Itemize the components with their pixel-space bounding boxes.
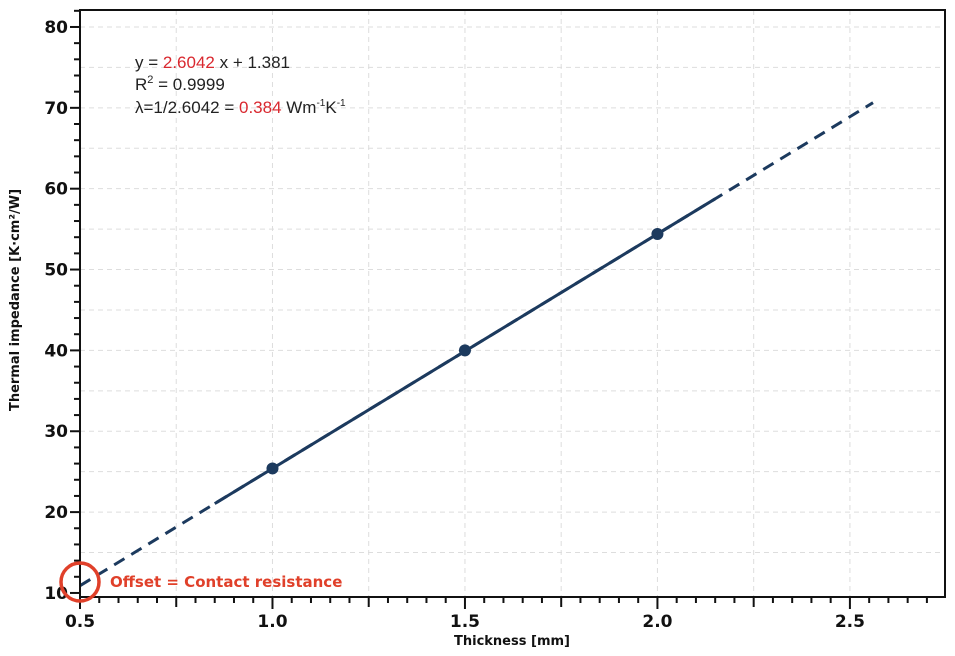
x-tick-label: 1.5	[450, 612, 480, 632]
data-points	[266, 227, 664, 475]
y-tick-label: 50	[44, 261, 68, 281]
y-tick-label: 40	[44, 341, 68, 361]
equation-annotation: y = 2.6042 x + 1.381	[135, 53, 290, 72]
x-tick-label: 1.0	[257, 612, 287, 632]
plot-frame	[79, 9, 946, 598]
x-tick-label: 2.0	[642, 612, 672, 632]
data-point	[458, 344, 471, 357]
y-tick-label: 30	[44, 422, 68, 442]
y-tick-label: 70	[44, 99, 68, 119]
data-point	[266, 462, 279, 475]
x-tick-label: 2.5	[835, 612, 865, 632]
r2-annotation: R2 = 0.9999	[135, 74, 225, 94]
offset-annotation: Offset = Contact resistance	[110, 573, 342, 591]
y-tick-label: 80	[44, 18, 68, 38]
y-tick-label: 60	[44, 180, 68, 200]
y-tick-label: 20	[44, 503, 68, 523]
x-axis-label: Thickness [mm]	[454, 634, 570, 649]
x-tick-label: 0.5	[65, 612, 95, 632]
data-point	[651, 227, 664, 240]
y-axis-label: Thermal impedance [K·cm²/W]	[8, 189, 23, 411]
offset-highlight-circle	[59, 561, 101, 603]
lambda-annotation: λ=1/2.6042 = 0.384 Wm-1K-1	[135, 98, 346, 117]
